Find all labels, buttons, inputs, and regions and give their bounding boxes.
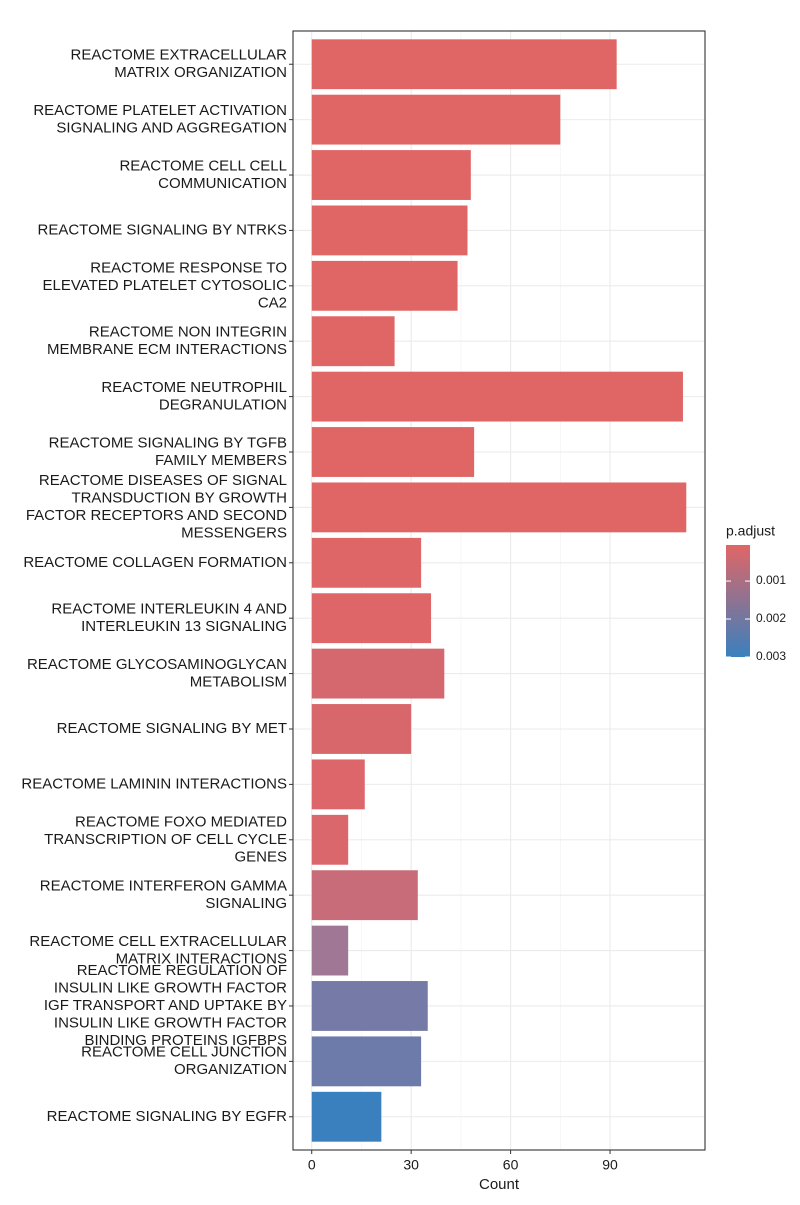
y-tick-label: REACTOME LAMININ INTERACTIONS (21, 775, 287, 792)
x-tick-label: 60 (503, 1157, 519, 1173)
bar (311, 537, 422, 588)
bar (311, 925, 349, 976)
x-tick-label: 30 (403, 1157, 419, 1173)
plot-border (292, 30, 706, 1151)
y-tick-label: REACTOME DISEASES OF SIGNAL TRANSDUCTION … (26, 472, 287, 542)
y-tick-label: REACTOME SIGNALING BY TGFB FAMILY MEMBERS (49, 434, 287, 469)
bar (311, 704, 412, 754)
bar (311, 1091, 382, 1142)
x-tick-label: 90 (602, 1157, 618, 1173)
bar (311, 759, 365, 810)
bar (311, 39, 617, 90)
bar (311, 648, 445, 699)
bar (311, 94, 561, 145)
y-tick-label: REACTOME COLLAGEN FORMATION (23, 554, 287, 571)
y-tick-label: REACTOME NEUTROPHIL DEGRANULATION (101, 379, 287, 414)
bar (311, 870, 418, 921)
y-tick-label: REACTOME INTERLEUKIN 4 AND INTERLEUKIN 13… (51, 600, 287, 635)
y-tick-label: REACTOME RESPONSE TO ELEVATED PLATELET CY… (42, 259, 287, 311)
bar (311, 150, 471, 200)
y-tick-label: REACTOME NON INTEGRIN MEMBRANE ECM INTERA… (47, 323, 287, 358)
y-tick-label: REACTOME GLYCOSAMINOGLYCAN METABOLISM (27, 656, 287, 691)
y-tick-label: REACTOME REGULATION OF INSULIN LIKE GROWT… (44, 962, 287, 1049)
y-tick-label: REACTOME PLATELET ACTIVATION SIGNALING AN… (33, 102, 287, 137)
legend-tick-label: 0.002 (756, 611, 786, 625)
legend-title: p.adjust (726, 523, 775, 539)
bar (311, 814, 349, 865)
bar (311, 260, 458, 311)
y-tick-label: REACTOME SIGNALING BY EGFR (47, 1108, 287, 1125)
bar (311, 981, 428, 1031)
bar (311, 593, 432, 644)
y-tick-label: REACTOME CELL CELL COMMUNICATION (119, 157, 287, 192)
bar (311, 205, 468, 256)
bar (311, 427, 475, 477)
legend-colorbar (726, 545, 750, 657)
bar (311, 482, 687, 533)
y-tick-label: REACTOME CELL JUNCTION ORGANIZATION (81, 1044, 287, 1079)
bar (311, 371, 683, 422)
y-tick-label: REACTOME EXTRACELLULAR MATRIX ORGANIZATIO… (71, 46, 288, 81)
x-axis-label: Count (479, 1176, 520, 1193)
bar (311, 1036, 422, 1087)
y-tick-label: REACTOME FOXO MEDIATED TRANSCRIPTION OF C… (44, 813, 287, 865)
bar (311, 316, 395, 367)
legend-tick-label: 0.001 (756, 573, 786, 587)
y-tick-label: REACTOME INTERFERON GAMMA SIGNALING (40, 877, 287, 912)
y-tick-label: REACTOME SIGNALING BY MET (57, 720, 287, 737)
x-tick-label: 0 (308, 1157, 316, 1173)
legend-tick-label: 0.003 (756, 649, 786, 663)
y-tick-label: REACTOME CELL EXTRACELLULAR MATRIX INTERA… (29, 933, 287, 968)
y-tick-label: REACTOME SIGNALING BY NTRKS (38, 221, 288, 238)
